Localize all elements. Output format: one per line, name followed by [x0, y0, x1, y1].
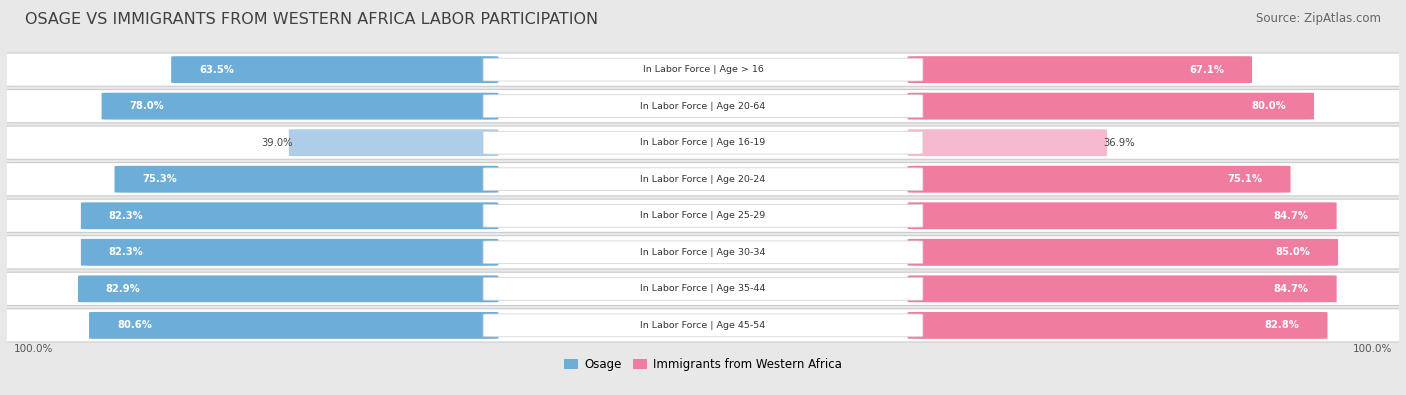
Text: 39.0%: 39.0% [262, 138, 292, 148]
Text: 82.3%: 82.3% [108, 247, 143, 257]
FancyBboxPatch shape [908, 239, 1339, 266]
FancyBboxPatch shape [484, 95, 922, 118]
FancyBboxPatch shape [484, 241, 922, 264]
FancyBboxPatch shape [484, 131, 922, 154]
FancyBboxPatch shape [908, 93, 1315, 120]
FancyBboxPatch shape [288, 129, 498, 156]
Text: In Labor Force | Age 35-44: In Labor Force | Age 35-44 [640, 284, 766, 293]
Text: 75.3%: 75.3% [142, 174, 177, 184]
Text: 78.0%: 78.0% [129, 101, 165, 111]
Text: 82.3%: 82.3% [108, 211, 143, 221]
Text: In Labor Force | Age > 16: In Labor Force | Age > 16 [643, 65, 763, 74]
Text: In Labor Force | Age 20-24: In Labor Force | Age 20-24 [640, 175, 766, 184]
Text: 82.8%: 82.8% [1265, 320, 1299, 330]
FancyBboxPatch shape [101, 93, 498, 120]
Text: 100.0%: 100.0% [1353, 344, 1392, 354]
FancyBboxPatch shape [484, 204, 922, 227]
FancyBboxPatch shape [484, 314, 922, 337]
Text: 84.7%: 84.7% [1274, 284, 1309, 294]
FancyBboxPatch shape [908, 312, 1327, 339]
Text: In Labor Force | Age 16-19: In Labor Force | Age 16-19 [640, 138, 766, 147]
FancyBboxPatch shape [172, 56, 498, 83]
Legend: Osage, Immigrants from Western Africa: Osage, Immigrants from Western Africa [560, 353, 846, 376]
Text: 80.0%: 80.0% [1251, 101, 1286, 111]
Text: In Labor Force | Age 30-34: In Labor Force | Age 30-34 [640, 248, 766, 257]
FancyBboxPatch shape [77, 275, 498, 302]
Text: 63.5%: 63.5% [200, 65, 233, 75]
Text: In Labor Force | Age 45-54: In Labor Force | Age 45-54 [640, 321, 766, 330]
FancyBboxPatch shape [908, 56, 1253, 83]
FancyBboxPatch shape [908, 166, 1291, 193]
FancyBboxPatch shape [484, 168, 922, 191]
Text: 82.9%: 82.9% [105, 284, 141, 294]
Text: 80.6%: 80.6% [117, 320, 152, 330]
FancyBboxPatch shape [484, 277, 922, 300]
Text: In Labor Force | Age 25-29: In Labor Force | Age 25-29 [640, 211, 766, 220]
FancyBboxPatch shape [0, 199, 1406, 232]
FancyBboxPatch shape [0, 126, 1406, 159]
FancyBboxPatch shape [0, 53, 1406, 86]
FancyBboxPatch shape [484, 58, 922, 81]
FancyBboxPatch shape [0, 236, 1406, 269]
Text: Source: ZipAtlas.com: Source: ZipAtlas.com [1256, 12, 1381, 25]
Text: In Labor Force | Age 20-64: In Labor Force | Age 20-64 [640, 102, 766, 111]
FancyBboxPatch shape [82, 202, 498, 229]
FancyBboxPatch shape [908, 275, 1337, 302]
FancyBboxPatch shape [89, 312, 498, 339]
FancyBboxPatch shape [908, 129, 1107, 156]
FancyBboxPatch shape [908, 202, 1337, 229]
Text: 75.1%: 75.1% [1227, 174, 1263, 184]
FancyBboxPatch shape [0, 309, 1406, 342]
Text: 36.9%: 36.9% [1102, 138, 1135, 148]
Text: 100.0%: 100.0% [14, 344, 53, 354]
Text: OSAGE VS IMMIGRANTS FROM WESTERN AFRICA LABOR PARTICIPATION: OSAGE VS IMMIGRANTS FROM WESTERN AFRICA … [25, 12, 599, 27]
Text: 84.7%: 84.7% [1274, 211, 1309, 221]
FancyBboxPatch shape [0, 90, 1406, 123]
Text: 85.0%: 85.0% [1275, 247, 1310, 257]
FancyBboxPatch shape [0, 163, 1406, 196]
FancyBboxPatch shape [0, 272, 1406, 305]
Text: 67.1%: 67.1% [1189, 65, 1225, 75]
FancyBboxPatch shape [114, 166, 498, 193]
FancyBboxPatch shape [82, 239, 498, 266]
